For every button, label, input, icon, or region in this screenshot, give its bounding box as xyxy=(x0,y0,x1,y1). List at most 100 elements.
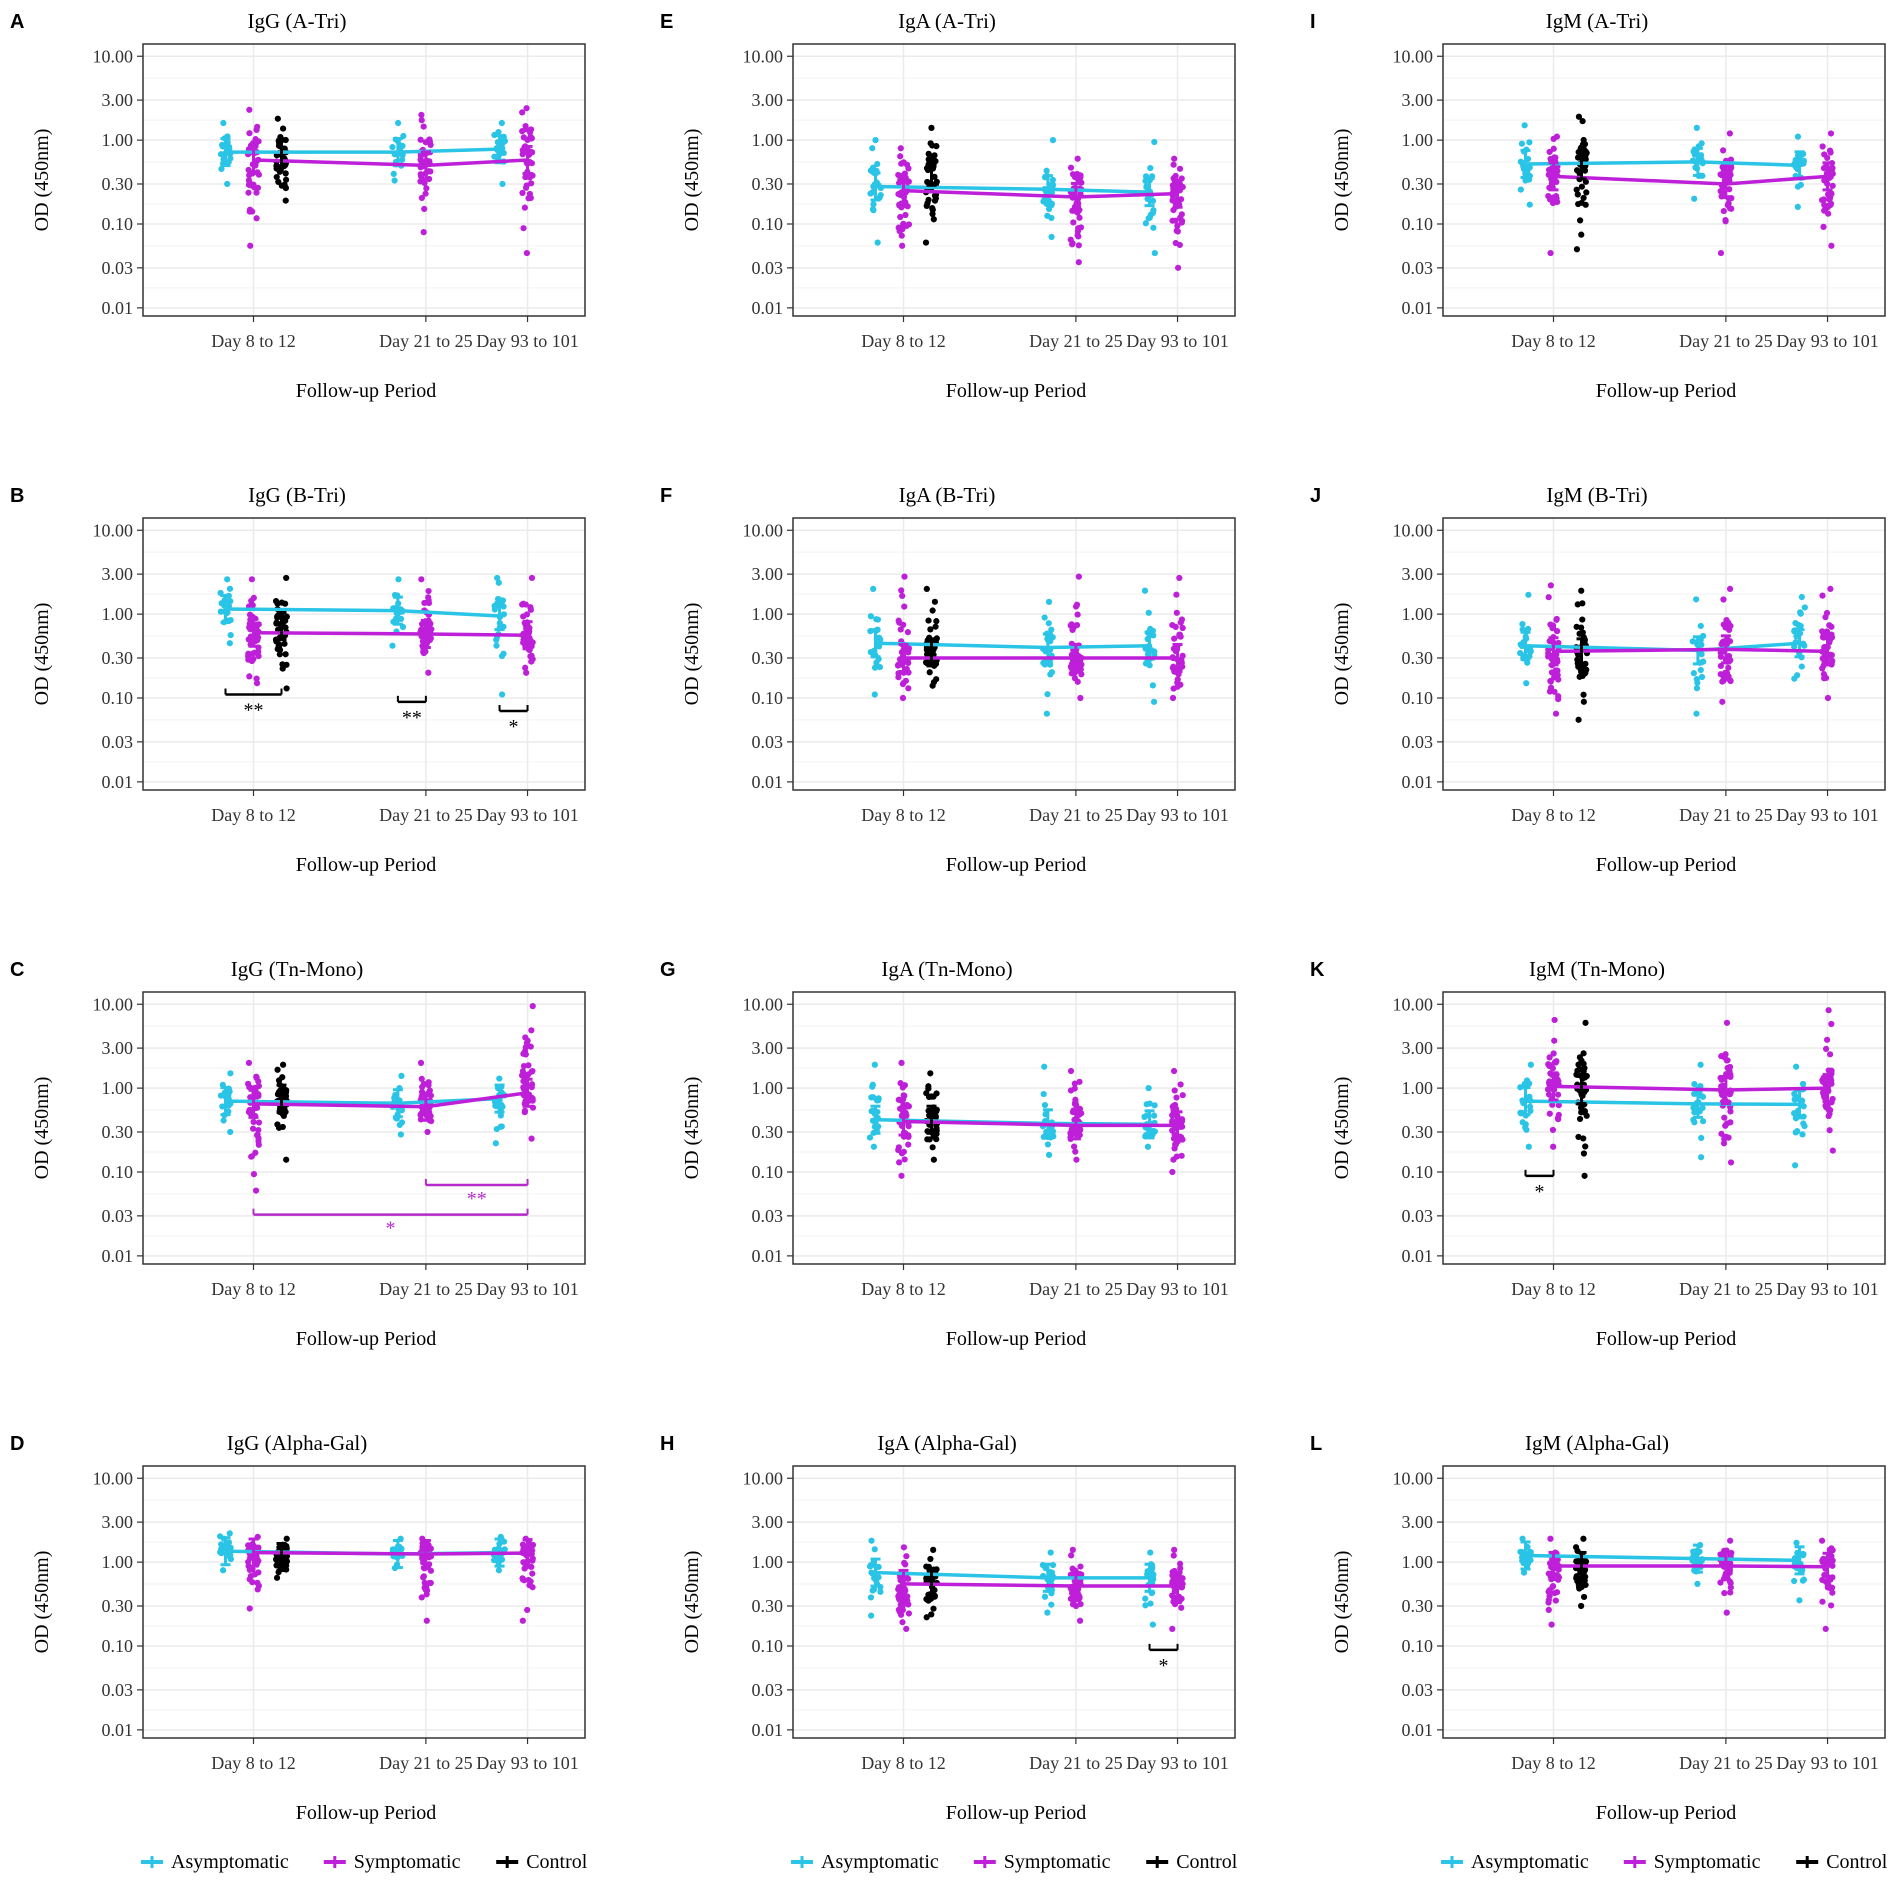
data-point xyxy=(1697,1082,1704,1090)
panel-title: IgG (A-Tri) xyxy=(248,9,347,33)
panel-title: IgM (Tn-Mono) xyxy=(1529,957,1665,981)
data-point xyxy=(868,1612,875,1619)
data-point xyxy=(930,1546,937,1553)
data-point xyxy=(283,1535,290,1542)
data-point xyxy=(923,1614,930,1621)
data-point xyxy=(246,1566,253,1573)
data-point xyxy=(1044,1141,1051,1148)
y-axis-title: OD (450nm) xyxy=(1331,603,1353,706)
data-point xyxy=(246,620,253,627)
legend-label: Asymptomatic xyxy=(821,1851,939,1873)
data-point xyxy=(1719,698,1726,705)
data-point xyxy=(933,178,940,185)
data-point xyxy=(1069,626,1076,633)
data-point xyxy=(1067,1087,1075,1094)
y-tick-label: 10.00 xyxy=(93,520,134,540)
data-point xyxy=(1573,623,1580,630)
legend-label: Symptomatic xyxy=(1004,1851,1111,1873)
data-point xyxy=(1691,1119,1698,1126)
y-tick-label: 0.01 xyxy=(752,1246,784,1266)
data-point xyxy=(897,213,904,221)
data-point xyxy=(1075,242,1082,249)
panel-title: IgM (Alpha-Gal) xyxy=(1525,1431,1669,1455)
data-point xyxy=(927,1070,934,1077)
x-tick-label: Day 8 to 12 xyxy=(211,805,296,825)
data-point xyxy=(1041,1063,1048,1070)
y-tick-label: 10.00 xyxy=(743,46,784,66)
data-point xyxy=(1722,1051,1729,1058)
data-point xyxy=(1072,1148,1079,1155)
data-point xyxy=(1173,609,1180,616)
legend-label: Asymptomatic xyxy=(171,1851,289,1873)
data-point xyxy=(1550,194,1557,201)
data-point xyxy=(253,675,260,682)
data-point xyxy=(282,600,289,607)
data-point xyxy=(867,1594,875,1601)
data-point xyxy=(1580,1150,1588,1157)
data-point xyxy=(1819,1598,1826,1605)
y-tick-label: 1.00 xyxy=(102,130,134,150)
data-point xyxy=(896,228,903,235)
y-tick-label: 0.03 xyxy=(102,258,134,278)
data-point xyxy=(1147,625,1154,632)
data-point xyxy=(1693,124,1700,131)
data-point xyxy=(523,611,531,618)
data-point xyxy=(1725,664,1732,671)
data-point xyxy=(398,1107,405,1114)
data-point xyxy=(283,574,290,582)
data-point xyxy=(1045,620,1052,627)
y-tick-label: 0.30 xyxy=(102,648,134,668)
data-point xyxy=(1174,228,1181,235)
data-point xyxy=(894,662,902,669)
data-point xyxy=(245,189,252,196)
data-point xyxy=(1076,214,1083,221)
x-axis-title: Follow-up Period xyxy=(946,854,1087,876)
data-point xyxy=(1818,1537,1826,1544)
data-point xyxy=(1178,219,1185,226)
data-point xyxy=(423,185,430,192)
panel-a: A IgG (A-Tri) 0.01 0.03 0.10 0.30 1.00 3.00 10.0… xyxy=(10,9,586,402)
data-point xyxy=(1691,195,1698,202)
data-point xyxy=(528,135,535,142)
data-point xyxy=(245,1059,253,1066)
y-axis-title: OD (450nm) xyxy=(1331,1077,1353,1180)
data-point xyxy=(255,648,262,655)
x-tick-label: Day 93 to 101 xyxy=(476,1753,579,1773)
data-point xyxy=(273,619,280,626)
data-point xyxy=(426,1561,433,1568)
data-point xyxy=(247,626,254,633)
y-tick-label: 0.30 xyxy=(752,174,784,194)
data-point xyxy=(1824,154,1831,161)
x-tick-label: Day 8 to 12 xyxy=(211,1753,296,1773)
data-point xyxy=(1581,1064,1588,1072)
data-point xyxy=(868,1537,875,1544)
data-point xyxy=(1179,624,1186,632)
data-point xyxy=(1517,186,1524,193)
x-tick-label: Day 93 to 101 xyxy=(1126,331,1229,351)
x-axis-title: Follow-up Period xyxy=(946,1328,1087,1350)
data-point xyxy=(399,156,406,163)
y-tick-label: 3.00 xyxy=(1402,1512,1434,1532)
data-point xyxy=(870,1143,877,1150)
y-tick-label: 1.00 xyxy=(102,1552,134,1572)
data-point xyxy=(492,1102,499,1109)
data-point xyxy=(1698,140,1705,147)
data-point xyxy=(220,1117,227,1124)
panel-border xyxy=(1442,517,1886,791)
data-point xyxy=(1177,1081,1184,1088)
data-point xyxy=(1825,1007,1832,1014)
data-point xyxy=(1070,1599,1077,1606)
data-point xyxy=(499,691,506,698)
data-point xyxy=(520,225,527,232)
y-tick-label: 0.30 xyxy=(752,648,784,668)
data-point xyxy=(901,573,908,580)
data-point xyxy=(905,1610,912,1617)
data-point xyxy=(418,1594,425,1601)
data-point xyxy=(870,1094,877,1101)
data-point xyxy=(1718,1130,1725,1137)
data-point xyxy=(1174,222,1181,230)
data-point xyxy=(1047,1549,1054,1556)
y-tick-label: 0.03 xyxy=(102,1680,134,1700)
data-point xyxy=(1177,196,1185,203)
data-point xyxy=(1549,1065,1557,1072)
